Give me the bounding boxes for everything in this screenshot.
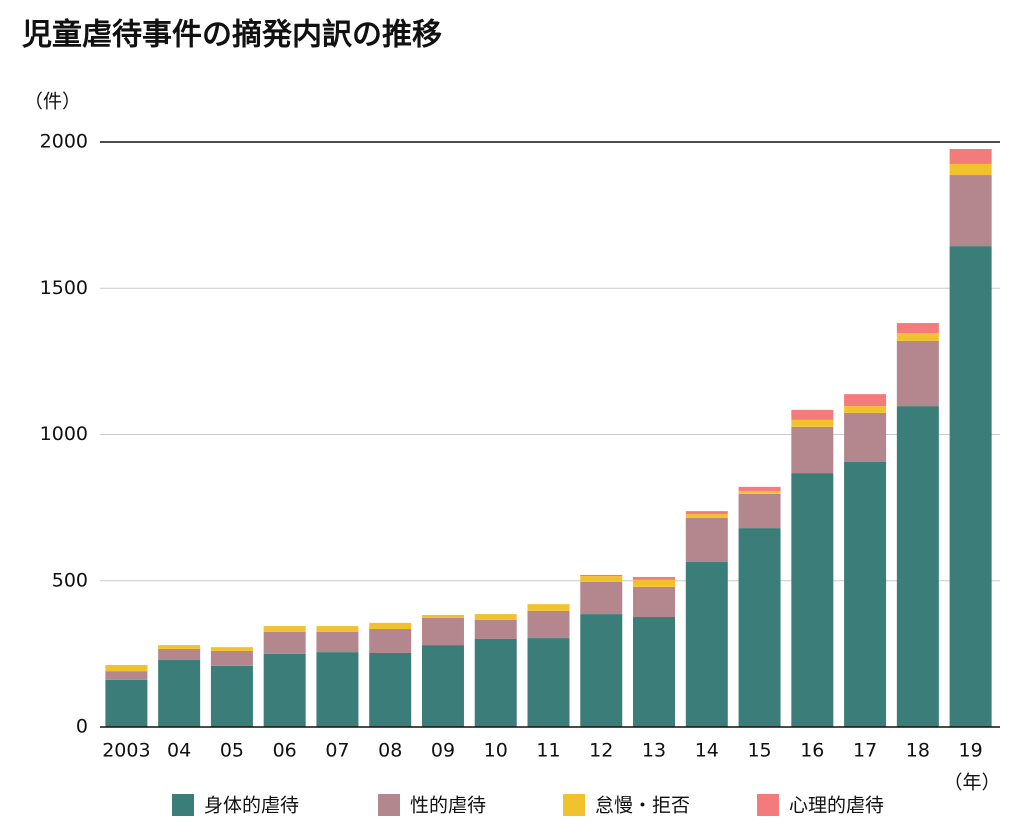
bar-segment <box>791 426 834 474</box>
legend-swatch <box>378 794 400 816</box>
legend-swatch <box>563 794 585 816</box>
bar-segment <box>896 323 939 334</box>
x-tick-label: 19 <box>959 740 983 762</box>
bar-segment <box>580 574 623 577</box>
bar-segment <box>791 419 834 427</box>
bar-segment <box>474 638 517 727</box>
bar-segment <box>527 610 570 639</box>
bar-segment <box>369 622 412 630</box>
bar-segment <box>738 490 781 494</box>
bar-segment <box>738 493 781 529</box>
x-tick-label: 18 <box>906 740 930 762</box>
bar-segment <box>369 629 412 653</box>
bar-segment <box>633 579 676 587</box>
bar-segment <box>791 409 834 420</box>
bar-segment <box>210 665 253 727</box>
bar-segment <box>263 653 306 727</box>
bar-segment <box>316 626 359 632</box>
x-tick-label: 07 <box>325 740 349 762</box>
y-tick-label: 500 <box>52 569 88 591</box>
bar-segment <box>844 412 887 462</box>
bar-segment <box>896 406 939 727</box>
bar-segment <box>633 586 676 618</box>
y-tick-label: 1500 <box>40 277 88 299</box>
bar-segment <box>474 619 517 639</box>
bar-segment <box>685 511 728 515</box>
bar-segment <box>580 614 623 727</box>
x-tick-label: 11 <box>536 740 560 762</box>
bar-segment <box>685 517 728 563</box>
x-tick-label: 10 <box>484 740 508 762</box>
bar-segment <box>738 486 781 491</box>
y-tick-label: 0 <box>76 716 88 738</box>
bar-segment <box>896 333 939 341</box>
legend-label: 身体的虐待 <box>204 795 299 817</box>
bar-segment <box>844 394 887 407</box>
bar-segment <box>949 246 992 727</box>
x-tick-label: 04 <box>167 740 191 762</box>
bar-segment <box>527 604 570 611</box>
bar-segment <box>316 652 359 727</box>
bar-segment <box>949 163 992 176</box>
bar-segment <box>949 149 992 164</box>
bar-segment <box>421 617 464 646</box>
x-tick-label: 16 <box>800 740 824 762</box>
x-tick-label: 2003 <box>102 740 150 762</box>
x-tick-label: 08 <box>378 740 402 762</box>
bar-segment <box>369 652 412 727</box>
bar-segment <box>738 528 781 727</box>
x-tick-label: 15 <box>747 740 771 762</box>
bar-segment <box>421 645 464 727</box>
bar-segment <box>949 175 992 247</box>
y-tick-label: 1000 <box>40 423 88 445</box>
bar-segment <box>263 631 306 654</box>
bar-segment <box>580 581 623 615</box>
legend-label: 怠慢・拒否 <box>595 795 690 817</box>
x-tick-label: 13 <box>642 740 666 762</box>
bar-segment <box>685 562 728 727</box>
bar-segment <box>210 647 253 651</box>
bar-segment <box>105 671 148 680</box>
x-tick-label: 05 <box>220 740 244 762</box>
bar-segment <box>685 514 728 518</box>
y-tick-label: 2000 <box>40 131 88 153</box>
x-tick-label: 09 <box>431 740 455 762</box>
chart-title: 児童虐待事件の摘発内訳の推移 <box>22 18 442 53</box>
bar-segment <box>105 664 148 672</box>
bar-segment <box>633 576 676 580</box>
x-tick-label: 12 <box>589 740 613 762</box>
bar-segment <box>210 650 253 666</box>
bar-segment <box>896 340 939 407</box>
x-tick-label: 17 <box>853 740 877 762</box>
legend-swatch <box>172 794 194 816</box>
bar-segment <box>316 631 359 653</box>
x-tick-label: 06 <box>273 740 297 762</box>
bar-segment <box>844 406 887 413</box>
bar-segment <box>263 626 306 632</box>
legend-label: 心理的虐待 <box>789 795 884 817</box>
bar-segment <box>844 461 887 727</box>
bar-segment <box>580 576 623 582</box>
x-axis-label: （年） <box>943 772 1000 794</box>
bar-segment <box>158 645 201 649</box>
bar-segment <box>158 660 201 727</box>
y-axis-label: （件） <box>24 91 81 113</box>
x-tick-label: 14 <box>695 740 719 762</box>
bar-segment <box>474 614 517 620</box>
bar-segment <box>421 614 464 618</box>
bar-segment <box>791 473 834 727</box>
bar-segment <box>527 638 570 727</box>
bar-segment <box>633 617 676 727</box>
bar-segment <box>105 679 148 727</box>
legend-label: 性的虐待 <box>410 795 486 817</box>
bar-segment <box>158 648 201 661</box>
legend-swatch <box>757 794 779 816</box>
